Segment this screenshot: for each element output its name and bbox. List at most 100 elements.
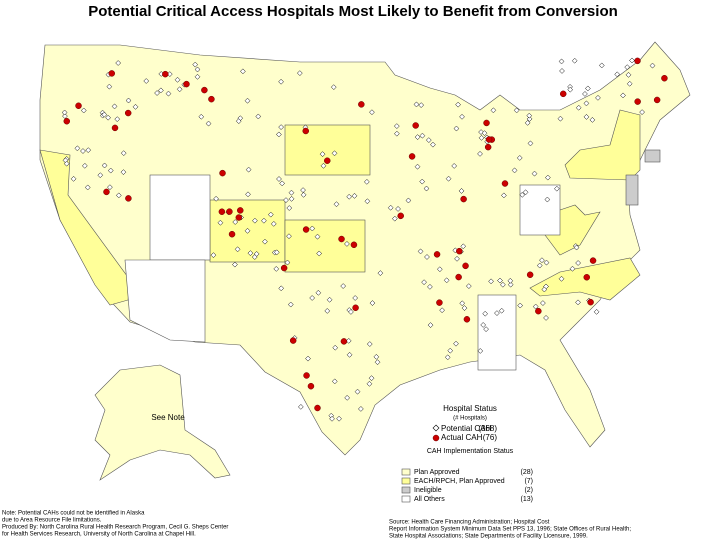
potential-cah xyxy=(176,86,183,93)
potential-cah xyxy=(526,112,533,119)
actual-cah xyxy=(218,208,226,215)
actual-cah xyxy=(235,214,243,221)
potential-cah xyxy=(132,104,139,110)
potential-cah xyxy=(419,132,426,139)
actual-cah xyxy=(63,117,71,125)
actual-cah xyxy=(338,235,345,243)
potential-cah xyxy=(340,283,347,289)
potential-cah xyxy=(114,116,121,122)
potential-cah xyxy=(589,117,596,123)
potential-cah xyxy=(267,211,274,218)
potential-cah xyxy=(244,228,251,234)
potential-cah xyxy=(478,135,485,141)
legend-count: (7) xyxy=(524,478,533,485)
actual-cah xyxy=(408,153,416,160)
potential-cah xyxy=(336,415,342,422)
arizona xyxy=(124,259,206,343)
potential-cah xyxy=(593,309,600,315)
potential-cah xyxy=(309,295,316,301)
note-line: Produced By: North Carolina Rural Health… xyxy=(2,525,228,531)
potential-cah xyxy=(319,151,326,157)
potential-cah xyxy=(447,347,454,354)
potential-cah xyxy=(232,219,239,225)
potential-cah xyxy=(192,61,199,68)
potential-cah xyxy=(620,92,626,99)
potential-cah xyxy=(296,70,303,76)
actual-cah xyxy=(307,382,315,390)
potential-cah xyxy=(543,315,549,321)
potential-cah xyxy=(352,295,359,301)
alaska-label: See Note xyxy=(151,413,185,422)
potential-cah xyxy=(287,301,294,308)
potential-cah xyxy=(85,147,92,153)
potential-cah xyxy=(300,192,307,198)
potential-cah xyxy=(394,130,400,137)
actual-cah xyxy=(111,124,119,132)
potential-cah xyxy=(413,101,420,108)
potential-cah xyxy=(414,134,421,140)
legend-label: Potential CAH xyxy=(441,424,491,433)
potential-cah xyxy=(453,125,460,132)
potential-cah xyxy=(346,351,353,358)
potential-cah xyxy=(461,305,468,311)
potential-cah xyxy=(345,338,352,344)
potential-cah xyxy=(531,170,538,177)
potential-cah xyxy=(297,404,304,410)
potential-cah xyxy=(286,233,292,240)
actual-cah xyxy=(397,212,404,220)
potential-cah xyxy=(374,359,381,365)
potential-cah xyxy=(115,60,122,66)
actual-cah xyxy=(463,316,471,323)
potential-cah xyxy=(305,355,311,362)
potential-cah xyxy=(106,83,113,90)
potential-cah xyxy=(543,259,550,266)
potential-cah xyxy=(276,131,282,138)
potential-cah xyxy=(278,78,284,85)
potential-cah xyxy=(244,97,251,104)
potential-cah xyxy=(107,167,114,174)
actual-cah xyxy=(280,264,288,272)
potential-cah xyxy=(583,114,590,120)
potential-cah xyxy=(405,197,412,204)
potential-cah xyxy=(111,103,118,110)
potential-cah xyxy=(286,205,293,211)
potential-cah xyxy=(348,309,354,315)
potential-cah xyxy=(575,104,582,111)
legend-title: Hospital Status xyxy=(443,404,497,413)
potential-cah xyxy=(346,193,353,200)
legend-count: (2) xyxy=(524,487,533,494)
actual-cah xyxy=(108,70,116,77)
potential-cah xyxy=(507,281,514,288)
actual-cah xyxy=(350,241,358,249)
potential-cah xyxy=(436,266,443,273)
potential-cah xyxy=(458,188,465,194)
potential-cah xyxy=(414,163,421,170)
california xyxy=(39,149,131,306)
actual-cah xyxy=(75,102,82,110)
actual-cah xyxy=(302,127,309,135)
potential-cah xyxy=(262,238,268,245)
potential-cah xyxy=(74,145,81,152)
potential-cah xyxy=(522,189,529,196)
potential-cah xyxy=(421,279,427,286)
potential-cah xyxy=(501,192,507,199)
potential-cah xyxy=(573,244,580,251)
potential-cah xyxy=(320,162,327,169)
note-line: Note: Potential CAHs could not be identi… xyxy=(2,511,145,517)
potential-cah xyxy=(270,221,277,227)
potential-cah xyxy=(316,250,322,257)
actual-cah xyxy=(526,271,534,279)
potential-cah xyxy=(300,187,306,193)
potential-cah xyxy=(445,175,452,182)
potential-cah xyxy=(444,354,451,361)
utah xyxy=(149,174,211,261)
potential-cah xyxy=(507,277,514,284)
potential-cah xyxy=(425,137,432,143)
potential-cah xyxy=(279,180,285,187)
potential-cah xyxy=(70,176,77,182)
potential-cah xyxy=(569,265,576,272)
potential-cah xyxy=(393,123,400,129)
actual-cah xyxy=(124,109,132,117)
potential-cah xyxy=(455,101,461,108)
potential-cah xyxy=(459,300,466,307)
